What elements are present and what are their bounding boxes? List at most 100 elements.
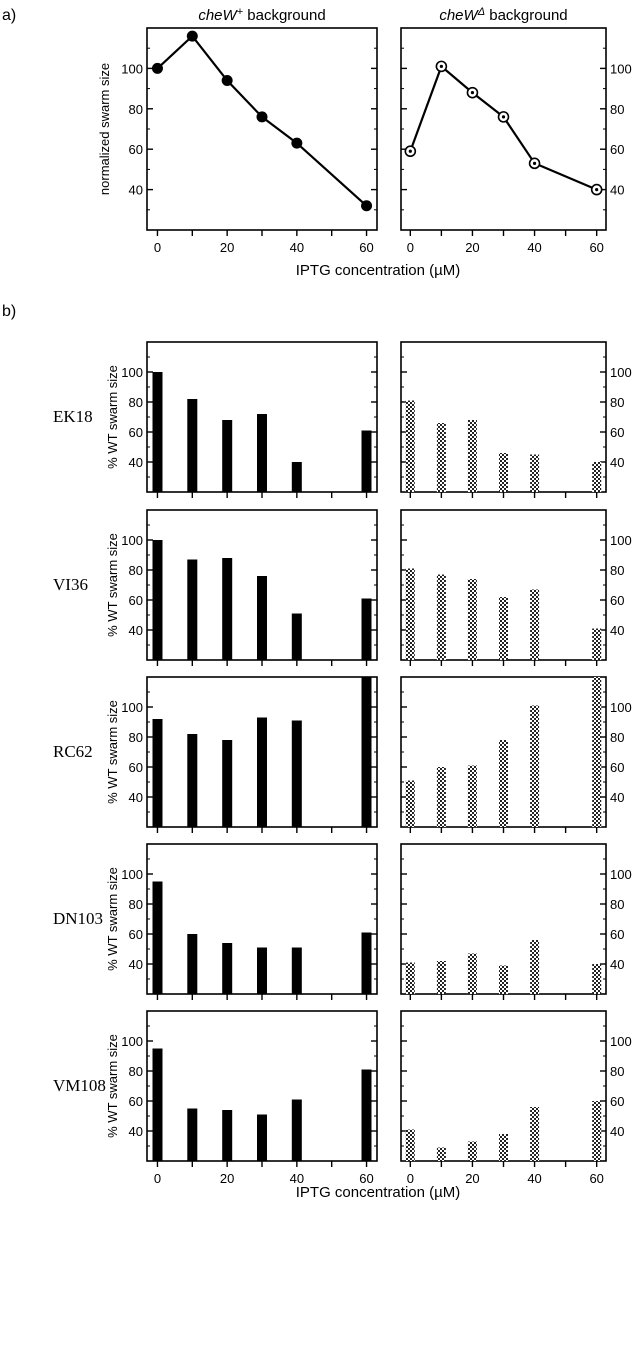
data-point-center (470, 91, 475, 95)
x-tick-label: 20 (465, 1171, 479, 1186)
y-tick-label: 60 (610, 142, 624, 157)
panel-label-a: a) (2, 7, 16, 24)
bar (467, 1141, 477, 1161)
y-tick-label: 40 (129, 1124, 143, 1139)
y-tick-label: 40 (610, 790, 624, 805)
x-tick-label: 40 (527, 1171, 541, 1186)
x-tick-label: 20 (220, 1171, 234, 1186)
bar (436, 961, 446, 994)
y-tick-label: 100 (610, 61, 632, 76)
y-tick-label: 40 (129, 957, 143, 972)
strain-label: DN103 (53, 909, 103, 928)
y-tick-label: 80 (610, 102, 624, 117)
series-line (156, 34, 368, 207)
bar (592, 462, 602, 492)
y-tick-label: 60 (129, 593, 143, 608)
strain-label: VI36 (53, 575, 88, 594)
y-tick-label: 80 (610, 1064, 624, 1079)
bar (187, 559, 198, 660)
x-tick-label: 20 (220, 240, 234, 255)
strain-label: VM108 (53, 1076, 106, 1095)
y-tick-label: 60 (610, 927, 624, 942)
bar (187, 399, 198, 492)
bar (592, 677, 602, 827)
bar (222, 943, 233, 994)
y-tick-label: 40 (129, 455, 143, 470)
bar (436, 423, 446, 492)
bar (257, 1114, 267, 1161)
x-tick-label: 0 (407, 240, 414, 255)
y-axis-label: normalized swarm size (97, 63, 112, 195)
bar (257, 414, 267, 492)
bar (222, 740, 233, 827)
y-tick-label: 60 (610, 1094, 624, 1109)
bar (222, 420, 233, 492)
y-axis-label: % WT swarm size (105, 867, 120, 971)
y-tick-label: 80 (129, 563, 143, 578)
bar (499, 453, 508, 492)
y-tick-label: 100 (610, 1034, 632, 1049)
bar (222, 558, 233, 660)
y-tick-label: 100 (121, 700, 143, 715)
bar (499, 740, 508, 827)
x-tick-label: 0 (154, 1171, 161, 1186)
x-tick-label: 40 (290, 240, 304, 255)
y-tick-label: 60 (610, 760, 624, 775)
charts: 40 60 80 100 0 20 40 60 cheW+ background normaliz… (53, 6, 632, 1201)
bar (405, 568, 415, 660)
bar (187, 934, 198, 994)
y-tick-label: 80 (129, 102, 143, 117)
plot-frame-a-1 (400, 27, 607, 231)
bar (222, 1110, 233, 1161)
data-point-center (501, 115, 506, 119)
x-axis-label: IPTG concentration (µM) (296, 262, 461, 279)
bar (499, 1134, 508, 1161)
y-tick-label: 100 (610, 700, 632, 715)
data-point-center (408, 149, 412, 153)
bar (187, 734, 198, 827)
y-tick-label: 80 (610, 730, 624, 745)
chart-title: cheWΔ background (439, 6, 567, 24)
bar (152, 881, 163, 994)
y-tick-label: 60 (129, 1094, 143, 1109)
bar (361, 430, 372, 492)
bar (592, 964, 602, 994)
bar (436, 1147, 446, 1161)
bar (467, 953, 477, 994)
y-tick-label: 100 (121, 1034, 143, 1049)
y-tick-label: 40 (129, 790, 143, 805)
data-point (256, 111, 268, 123)
bar (467, 420, 477, 492)
x-tick-label: 0 (154, 240, 161, 255)
y-tick-label: 40 (610, 1124, 624, 1139)
bar (152, 719, 163, 827)
bar (361, 598, 372, 660)
x-tick-label: 0 (407, 1171, 414, 1186)
series-line (409, 64, 598, 191)
bar (467, 765, 477, 827)
bar (467, 579, 477, 660)
y-tick-label: 100 (610, 533, 632, 548)
y-tick-label: 100 (121, 61, 143, 76)
y-tick-label: 40 (610, 455, 624, 470)
y-tick-label: 80 (129, 1064, 143, 1079)
y-tick-label: 80 (610, 563, 624, 578)
bar (499, 597, 508, 660)
y-tick-label: 100 (121, 365, 143, 380)
y-tick-label: 40 (610, 623, 624, 638)
y-tick-label: 100 (610, 365, 632, 380)
y-tick-label: 80 (610, 395, 624, 410)
bar (592, 628, 602, 660)
bar (291, 462, 302, 492)
y-tick-label: 40 (610, 183, 624, 198)
data-point (361, 200, 373, 212)
bar (530, 1107, 540, 1161)
y-axis-label: % WT swarm size (105, 1034, 120, 1138)
data-point (221, 75, 233, 87)
y-tick-label: 100 (121, 533, 143, 548)
y-tick-label: 80 (129, 897, 143, 912)
bar (361, 1069, 372, 1161)
data-point (151, 62, 163, 74)
data-point-center (532, 161, 537, 165)
y-tick-label: 60 (129, 760, 143, 775)
